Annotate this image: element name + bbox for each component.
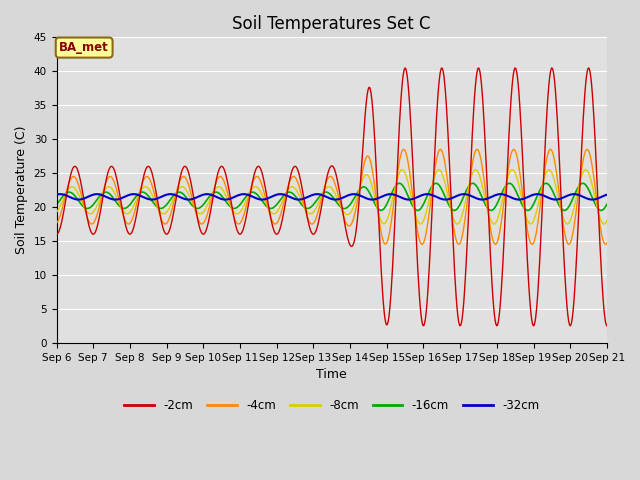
X-axis label: Time: Time <box>316 368 347 381</box>
Y-axis label: Soil Temperature (C): Soil Temperature (C) <box>15 126 28 254</box>
Text: BA_met: BA_met <box>60 41 109 54</box>
Legend: -2cm, -4cm, -8cm, -16cm, -32cm: -2cm, -4cm, -8cm, -16cm, -32cm <box>120 395 544 417</box>
Title: Soil Temperatures Set C: Soil Temperatures Set C <box>232 15 431 33</box>
